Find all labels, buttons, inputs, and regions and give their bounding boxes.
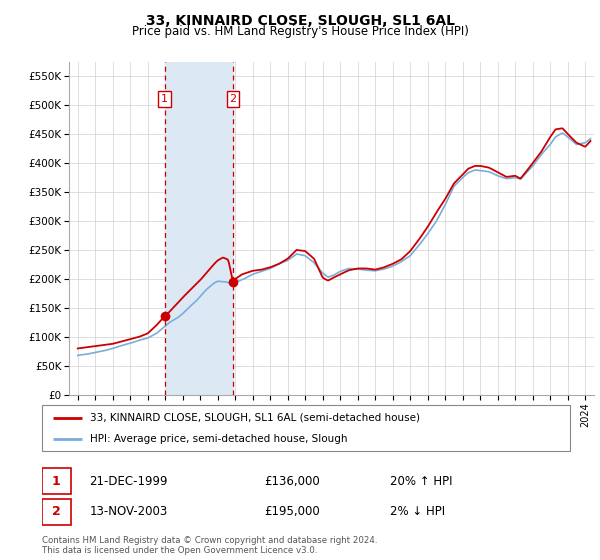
FancyBboxPatch shape <box>42 405 570 451</box>
Text: 1: 1 <box>52 474 61 488</box>
FancyBboxPatch shape <box>42 499 71 525</box>
Text: £195,000: £195,000 <box>264 505 320 519</box>
Text: 2% ↓ HPI: 2% ↓ HPI <box>391 505 446 519</box>
Text: 2: 2 <box>52 505 61 519</box>
Text: Contains HM Land Registry data © Crown copyright and database right 2024.: Contains HM Land Registry data © Crown c… <box>42 536 377 545</box>
Text: Price paid vs. HM Land Registry's House Price Index (HPI): Price paid vs. HM Land Registry's House … <box>131 25 469 38</box>
Text: HPI: Average price, semi-detached house, Slough: HPI: Average price, semi-detached house,… <box>89 435 347 444</box>
Text: £136,000: £136,000 <box>264 474 320 488</box>
Text: 21-DEC-1999: 21-DEC-1999 <box>89 474 168 488</box>
Text: 2: 2 <box>229 94 236 104</box>
Text: 33, KINNAIRD CLOSE, SLOUGH, SL1 6AL (semi-detached house): 33, KINNAIRD CLOSE, SLOUGH, SL1 6AL (sem… <box>89 413 419 423</box>
Bar <box>165 62 233 395</box>
Text: 33, KINNAIRD CLOSE, SLOUGH, SL1 6AL: 33, KINNAIRD CLOSE, SLOUGH, SL1 6AL <box>146 14 455 28</box>
FancyBboxPatch shape <box>42 468 71 494</box>
Text: 20% ↑ HPI: 20% ↑ HPI <box>391 474 453 488</box>
Text: This data is licensed under the Open Government Licence v3.0.: This data is licensed under the Open Gov… <box>42 546 317 555</box>
Text: 1: 1 <box>161 94 168 104</box>
Text: 13-NOV-2003: 13-NOV-2003 <box>89 505 168 519</box>
